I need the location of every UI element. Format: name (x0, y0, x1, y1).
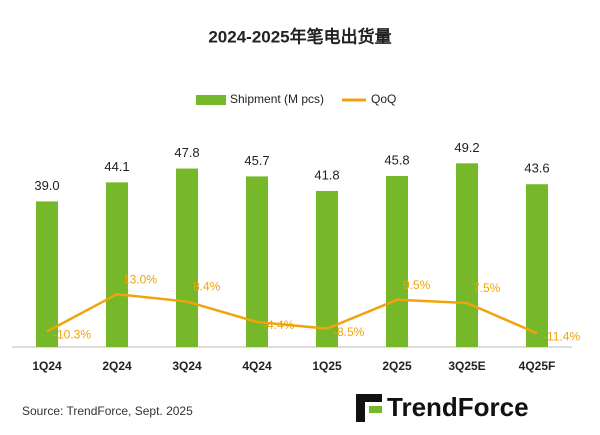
bar-value-label: 45.7 (244, 153, 269, 168)
line-value-label: 7.5% (473, 281, 501, 295)
bar (316, 190, 338, 347)
line (46, 292, 538, 335)
line-value-label: -4.4% (263, 318, 295, 332)
bar (176, 168, 198, 347)
bar (386, 176, 408, 347)
source: Source: TrendForce, Sept. 2025 (22, 404, 193, 418)
x-tick-label: 2Q25 (382, 359, 412, 373)
x-tick-label: 3Q25E (448, 359, 485, 373)
line-value-label: -11.4% (543, 329, 580, 343)
x-tick-label: 4Q25F (519, 359, 556, 373)
bar (106, 182, 128, 347)
bar-value-label: 43.6 (524, 161, 549, 176)
bar-value-label: 44.1 (104, 159, 129, 174)
bar (246, 176, 268, 347)
line-value-label: -10.3% (53, 328, 91, 342)
bar-value-label: 45.8 (384, 152, 409, 167)
line-value-label: -8.5% (333, 325, 365, 339)
x-tick-label: 2Q24 (102, 359, 132, 373)
logo: TrendForce (356, 392, 529, 422)
bar (526, 184, 548, 347)
logo-mark (369, 406, 382, 413)
logo-mark (356, 394, 382, 402)
chart-title: 2024-2025年笔电出货量 (208, 26, 391, 46)
bar-value-label: 47.8 (174, 145, 199, 160)
logo-text: TrendForce (387, 392, 529, 422)
x-tick-label: 3Q24 (172, 359, 202, 373)
x-tick-label: 1Q25 (312, 359, 342, 373)
legend-label: Shipment (M pcs) (230, 92, 324, 106)
line-value-label: 9.5% (403, 278, 431, 292)
x-tick-label: 4Q24 (242, 359, 272, 373)
bar (456, 163, 478, 347)
bar-value-label: 49.2 (454, 140, 479, 155)
bar-value-label: 39.0 (34, 178, 59, 193)
bar-value-label: 41.8 (314, 167, 339, 182)
bar (36, 201, 58, 347)
x-tick-label: 1Q24 (32, 359, 62, 373)
legend-swatch (196, 95, 226, 105)
line-value-label: 13.0% (123, 272, 157, 286)
legend-label: QoQ (371, 92, 396, 106)
line-value-label: 8.4% (193, 280, 221, 294)
logo-mark (356, 394, 365, 422)
